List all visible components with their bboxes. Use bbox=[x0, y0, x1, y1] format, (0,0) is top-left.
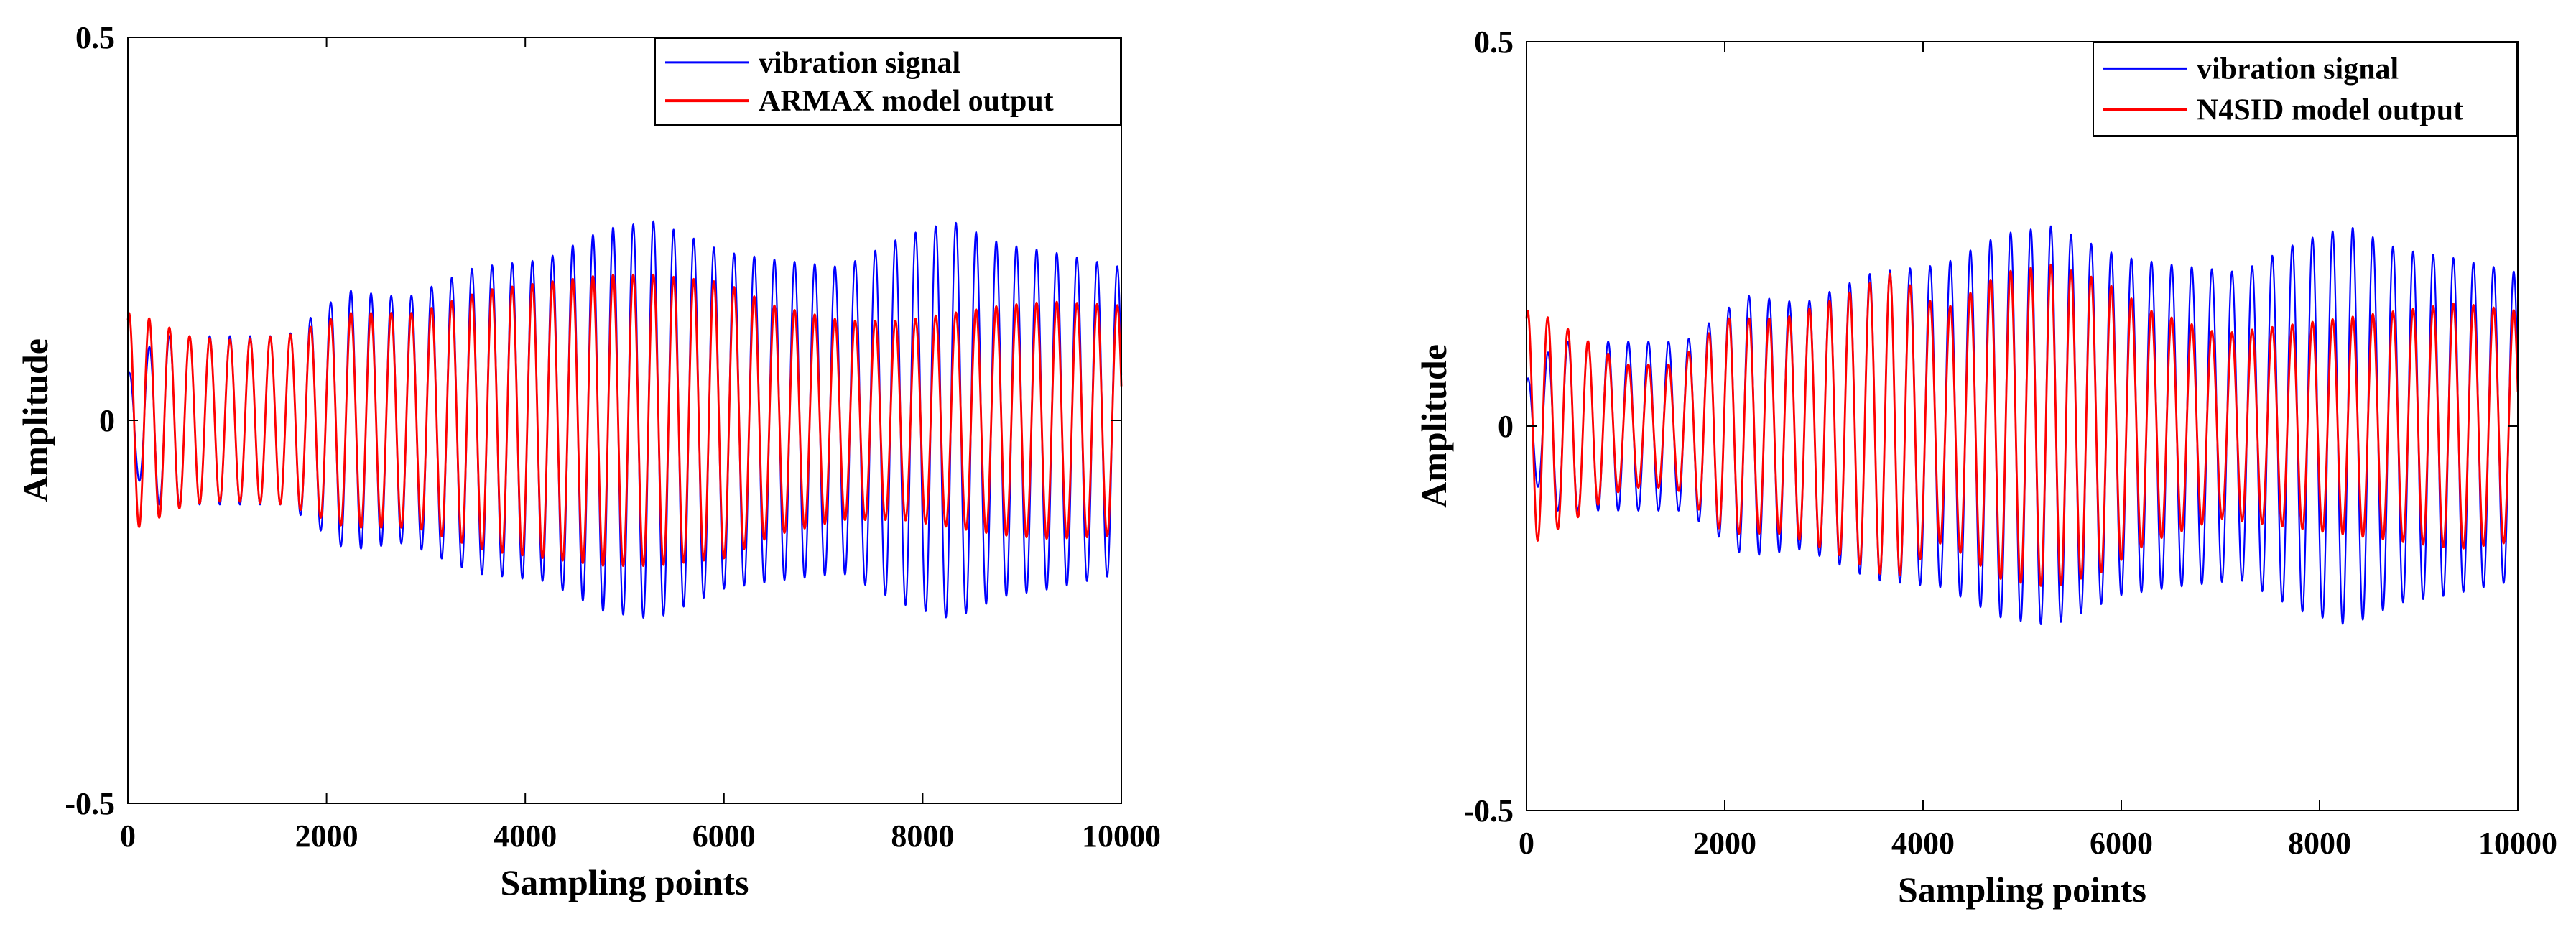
legend-box bbox=[2093, 42, 2518, 137]
y-tick-label: 0 bbox=[99, 403, 115, 438]
x-tick-label: 2000 bbox=[295, 818, 358, 854]
x-tick-label: 0 bbox=[120, 818, 136, 854]
legend-entry-label: ARMAX model output bbox=[759, 85, 1054, 118]
x-tick-label: 6000 bbox=[2090, 826, 2153, 861]
x-tick-label: 10000 bbox=[2478, 826, 2557, 861]
y-axis-label: Amplitude bbox=[15, 338, 55, 502]
legend-entry-label: vibration signal bbox=[759, 47, 960, 80]
plot-frame bbox=[1526, 41, 2519, 811]
series-line-model-output bbox=[1525, 263, 2519, 587]
y-axis-label: Amplitude bbox=[1414, 344, 1454, 508]
x-tick-label: 10000 bbox=[1082, 818, 1161, 854]
y-tick-label: 0.5 bbox=[75, 20, 115, 55]
x-tick-label: 6000 bbox=[692, 818, 756, 854]
x-tick-label: 2000 bbox=[1693, 826, 1756, 861]
x-tick-label: 8000 bbox=[891, 818, 954, 854]
plot-frame bbox=[127, 37, 1122, 804]
legend-box bbox=[654, 37, 1121, 126]
legend-entry-label: vibration signal bbox=[2197, 52, 2399, 86]
legend: vibration signal N4SID model output bbox=[2093, 42, 2518, 137]
legend-entry-label: N4SID model output bbox=[2197, 94, 2463, 127]
x-tick-label: 4000 bbox=[494, 818, 557, 854]
x-tick-label: 0 bbox=[1519, 826, 1534, 861]
x-axis-label: Sampling points bbox=[1898, 869, 2146, 910]
x-axis-label: Sampling points bbox=[501, 862, 749, 902]
legend: vibration signal ARMAX model output bbox=[654, 37, 1121, 126]
series-line-model-output bbox=[126, 273, 1123, 567]
y-tick-label: -0.5 bbox=[65, 786, 115, 821]
x-tick-label: 8000 bbox=[2288, 826, 2351, 861]
plot-series-group bbox=[126, 220, 1123, 619]
y-tick-label: -0.5 bbox=[1463, 793, 1514, 828]
y-tick-label: 0.5 bbox=[1474, 24, 1514, 60]
x-tick-label: 4000 bbox=[1891, 826, 1955, 861]
y-tick-label: 0 bbox=[1498, 409, 1514, 444]
plot-series-group bbox=[1525, 225, 2519, 625]
